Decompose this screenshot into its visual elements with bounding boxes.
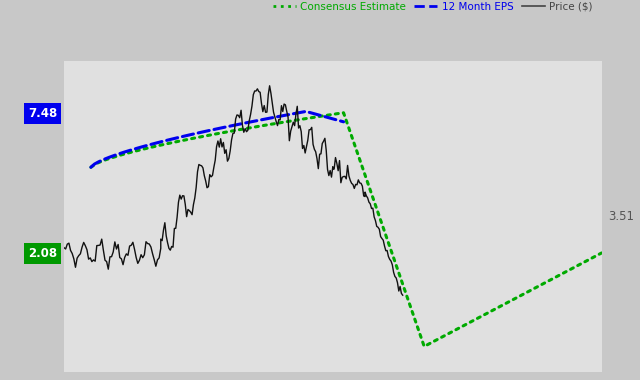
Text: 3.51: 3.51 — [609, 210, 634, 223]
Text: 7.48: 7.48 — [28, 107, 57, 120]
Text: 2.08: 2.08 — [28, 247, 57, 260]
Legend: Consensus Estimate, 12 Month EPS, Price ($): Consensus Estimate, 12 Month EPS, Price … — [269, 0, 596, 16]
